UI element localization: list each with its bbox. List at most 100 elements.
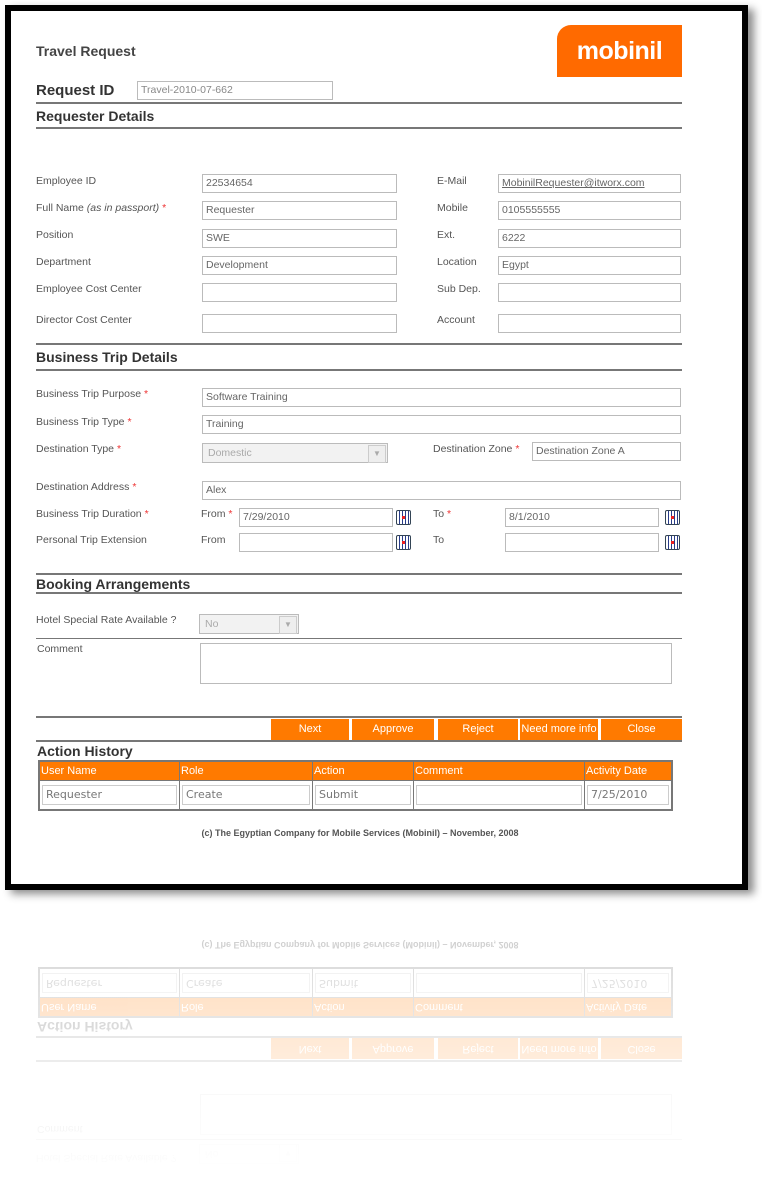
location-field[interactable]: Egypt (498, 256, 681, 275)
full-name-label: Full Name (as in passport) * (36, 202, 166, 214)
trip-purpose-label-text: Business Trip Purpose (36, 388, 142, 400)
required-mark: * (144, 508, 149, 520)
extension-to-label: To (433, 534, 445, 546)
reject-button[interactable]: Reject (438, 719, 518, 740)
divider (36, 573, 682, 575)
close-button[interactable]: Close (601, 719, 682, 740)
table-cell: Requester (38, 780, 180, 811)
page-title: Travel Request (36, 43, 136, 59)
extension-from-label: From (201, 534, 226, 546)
calendar-icon[interactable] (665, 535, 680, 550)
chevron-down-icon[interactable]: ▼ (279, 616, 297, 634)
mobile-field[interactable]: 0105555555 (498, 201, 681, 220)
column-header: Activity Date (584, 760, 673, 781)
table-cell (413, 780, 585, 811)
destination-zone-field[interactable]: Destination Zone A (532, 442, 681, 461)
director-cost-center-label: Director Cost Center (36, 314, 132, 326)
destination-type-label-text: Destination Type (36, 443, 115, 455)
employee-cost-center-field[interactable] (202, 283, 397, 302)
destination-address-label-text: Destination Address (36, 481, 130, 493)
sub-dep-label: Sub Dep. (437, 283, 481, 295)
ext-label: Ext. (437, 229, 456, 241)
extension-from-field[interactable] (239, 533, 393, 552)
department-field[interactable]: Development (202, 256, 397, 275)
director-cost-center-field[interactable] (202, 314, 397, 333)
reflection-fade (0, 895, 762, 1193)
mobile-label: Mobile (437, 202, 468, 214)
section-requester-details: Requester Details (36, 108, 155, 124)
chevron-down-icon[interactable]: ▼ (368, 445, 386, 463)
column-header: Role (179, 760, 313, 781)
trip-duration-label: Business Trip Duration * (36, 508, 149, 520)
full-name-hint: (as in passport) (86, 202, 160, 214)
action-history-title: Action History (37, 743, 133, 759)
trip-type-label: Business Trip Type * (36, 416, 132, 428)
divider (36, 369, 682, 371)
required-mark: * (228, 508, 233, 520)
column-header: Comment (413, 760, 585, 781)
divider (36, 638, 682, 639)
required-mark: * (116, 443, 122, 455)
full-name-field[interactable]: Requester (202, 201, 397, 220)
duration-to-field[interactable]: 8/1/2010 (505, 508, 659, 527)
destination-type-label: Destination Type * (36, 443, 121, 455)
full-name-label-text: Full Name (36, 202, 84, 214)
from-label-text: From (201, 508, 226, 520)
required-mark: * (127, 416, 132, 428)
comment-textarea[interactable] (200, 643, 672, 684)
request-id-field[interactable]: Travel-2010-07-662 (137, 81, 333, 100)
divider (36, 740, 682, 742)
hotel-rate-label: Hotel Special Rate Available ? (36, 614, 177, 626)
column-header: Action (312, 760, 414, 781)
required-mark: * (132, 481, 137, 493)
section-booking-arrangements: Booking Arrangements (36, 576, 191, 592)
position-label: Position (36, 229, 74, 241)
sub-dep-field[interactable] (498, 283, 681, 302)
email-label: E-Mail (437, 175, 467, 187)
trip-purpose-label: Business Trip Purpose * (36, 388, 148, 400)
action-cell: Submit (315, 785, 411, 805)
activity-date-cell: 7/25/2010 (587, 785, 669, 805)
ext-field[interactable]: 6222 (498, 229, 681, 248)
page-reflection: Hotel Special Rate Available ? No ▼ Comment… (0, 0, 762, 1164)
email-field[interactable]: MobinilRequester@itworx.com (498, 174, 681, 193)
trip-purpose-field[interactable]: Software Training (202, 388, 681, 407)
position-field[interactable]: SWE (202, 229, 397, 248)
destination-type-value: Domestic (208, 447, 252, 459)
request-id-label: Request ID (36, 82, 115, 99)
comment-cell (416, 785, 582, 805)
trip-type-label-text: Business Trip Type (36, 416, 125, 428)
section-business-trip-details: Business Trip Details (36, 349, 178, 365)
next-button[interactable]: Next (271, 719, 349, 740)
need-more-info-button[interactable]: Need more info (520, 719, 598, 740)
required-mark: * (515, 443, 520, 455)
column-header: User Name (38, 760, 180, 781)
action-history-table: User Name Role Action Comment Activity D… (38, 760, 673, 811)
account-label: Account (437, 314, 475, 326)
travel-request-page: Travel Request mobinil Request ID Travel… (5, 5, 748, 890)
department-label: Department (36, 256, 91, 268)
required-mark: * (143, 388, 149, 400)
duration-from-field[interactable]: 7/29/2010 (239, 508, 393, 527)
location-label: Location (437, 256, 477, 268)
footer-copyright: (c) The Egyptian Company for Mobile Serv… (201, 828, 519, 838)
approve-button[interactable]: Approve (352, 719, 434, 740)
hotel-rate-value: No (205, 618, 219, 630)
destination-zone-label: Destination Zone * (433, 443, 519, 455)
role-cell: Create (182, 785, 310, 805)
account-field[interactable] (498, 314, 681, 333)
divider (36, 127, 682, 129)
trip-type-field[interactable]: Training (202, 415, 681, 434)
destination-address-field[interactable]: Alex (202, 481, 681, 500)
calendar-icon[interactable] (665, 510, 680, 525)
table-cell: Submit (312, 780, 414, 811)
extension-to-field[interactable] (505, 533, 659, 552)
hotel-rate-select[interactable]: No ▼ (199, 614, 299, 634)
destination-type-select[interactable]: Domestic ▼ (202, 443, 388, 463)
calendar-icon[interactable] (396, 535, 411, 550)
duration-to-label: To * (433, 508, 451, 520)
table-cell: 7/25/2010 (584, 780, 673, 811)
trip-extension-label: Personal Trip Extension (36, 534, 147, 546)
calendar-icon[interactable] (396, 510, 411, 525)
employee-id-field[interactable]: 22534654 (202, 174, 397, 193)
